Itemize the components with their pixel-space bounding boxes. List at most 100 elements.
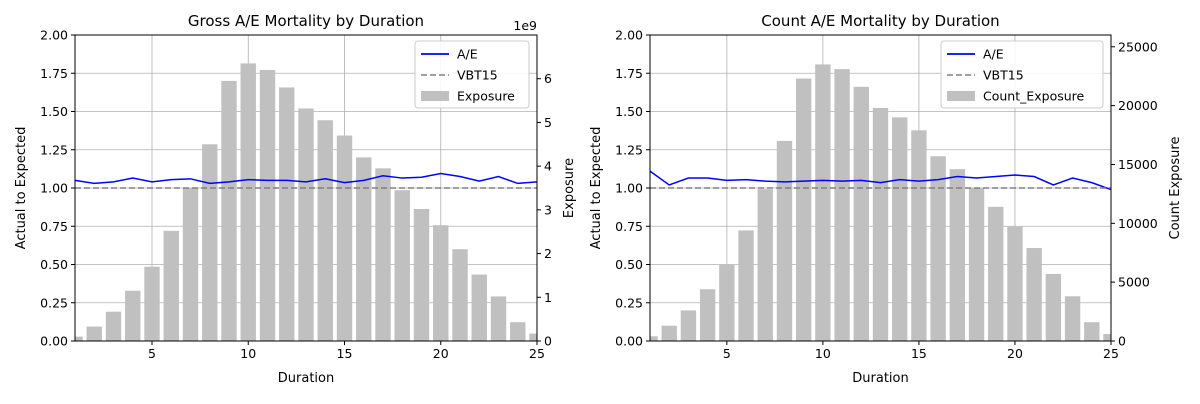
exposure-bar <box>892 117 908 341</box>
exposure-bar <box>221 80 237 342</box>
exposure-bar <box>911 130 927 341</box>
y-axis-label: Actual to Expected <box>14 127 29 250</box>
y-tick-label: 1.50 <box>615 104 643 119</box>
exposure-bar <box>650 336 658 341</box>
exposure-bar <box>968 188 985 341</box>
exposure-bar <box>661 325 677 341</box>
exposure-bar <box>105 311 122 341</box>
exposure-bar <box>279 87 295 341</box>
x-tick-label: 5 <box>148 346 156 361</box>
exposure-bar <box>680 310 697 341</box>
chart-panel-2: 5 10 15 20 25 0.00 0.25 0.50 0.75 1.00 1.25 1.50 1.7… <box>589 12 1183 386</box>
exposure-bar <box>719 264 735 341</box>
exposure-bar <box>144 266 160 341</box>
y2-tick-label: 20000 <box>1118 98 1158 113</box>
y-tick-label: 0.75 <box>615 219 643 234</box>
y2-tick-label: 4 <box>544 159 552 174</box>
y2-axis-label: Exposure <box>562 158 577 218</box>
exposure-bar <box>356 157 372 341</box>
exposure-bar <box>1064 296 1081 341</box>
exposure-bar <box>413 208 430 341</box>
exposure-bar <box>75 336 83 341</box>
exposure-bar <box>930 156 946 341</box>
y-tick-label: 1.25 <box>615 142 643 157</box>
legend-box <box>940 40 1104 109</box>
y2-tick-label: 10000 <box>1118 216 1158 231</box>
legend-swatch <box>421 91 449 101</box>
exposure-bar <box>471 274 487 341</box>
exposure-bar <box>872 107 889 341</box>
exposure-bar <box>240 63 256 342</box>
x-tick-label: 10 <box>815 346 831 361</box>
y-tick-label: 1.00 <box>40 181 68 196</box>
x-tick-label: 20 <box>433 346 449 361</box>
exposure-bar <box>757 189 773 341</box>
exposure-bar <box>452 249 468 341</box>
y-tick-label: 2.00 <box>615 28 643 43</box>
exposure-bar <box>394 190 410 341</box>
exposure-bar <box>1026 248 1042 341</box>
exposure-bar <box>336 135 353 341</box>
y2-tick-label: 1 <box>544 290 552 305</box>
y2-tick-label: 15000 <box>1118 157 1158 172</box>
chart-panel-1: 5 10 15 20 250.000.250.500.751.001.251.501.7… <box>14 12 577 386</box>
exposure-bar <box>317 120 333 341</box>
y-tick-label: 1.25 <box>40 142 68 157</box>
legend-label: A/E <box>983 47 1004 62</box>
x-tick-label: 20 <box>1007 346 1023 361</box>
y-tick-label: 1.75 <box>40 66 68 81</box>
legend-label: VBT15 <box>983 68 1024 83</box>
y2-offset-text: 1e9 <box>513 18 537 33</box>
x-tick-label: 10 <box>240 346 256 361</box>
exposure-bar <box>834 69 850 341</box>
exposure-bar <box>375 168 391 341</box>
y2-tick-label: 5 <box>544 115 552 130</box>
exposure-bar <box>433 225 449 341</box>
y-tick-label: 1.00 <box>615 181 643 196</box>
exposure-bar <box>738 230 754 341</box>
x-tick-label: 15 <box>337 346 353 361</box>
x-tick-label: 5 <box>723 346 731 361</box>
exposure-bar <box>202 144 218 341</box>
exposure-bar <box>795 78 812 342</box>
x-axis-label: Duration <box>852 371 908 386</box>
y2-axis-label: Count Exposure <box>1168 137 1183 240</box>
exposure-bar <box>1045 273 1062 341</box>
exposure-bar <box>298 108 314 341</box>
y-tick-label: 0.25 <box>40 295 68 310</box>
exposure-bar <box>815 64 831 341</box>
exposure-bar <box>125 290 141 341</box>
y2-tick-label: 0 <box>544 334 552 349</box>
ae-line <box>649 170 1112 191</box>
legend: A/E VBT15 Count_Exposure <box>940 40 1104 109</box>
exposure-bar <box>988 206 1004 341</box>
legend-label: A/E <box>457 47 478 62</box>
y2-tick-label: 6 <box>544 71 552 86</box>
legend-label: VBT15 <box>457 68 498 83</box>
exposure-bar <box>259 69 276 341</box>
exposure-bar <box>1103 333 1111 341</box>
legend: A/E VBT15 Exposure <box>414 40 530 109</box>
y-tick-label: 0.75 <box>40 219 68 234</box>
y-tick-label: 2.00 <box>40 28 68 43</box>
x-axis-label: Duration <box>278 371 334 386</box>
y-tick-label: 0.50 <box>615 257 643 272</box>
exposure-bar <box>1084 322 1100 341</box>
y-tick-label: 1.50 <box>40 104 68 119</box>
exposure-bar <box>776 140 793 341</box>
y-tick-label: 0.50 <box>40 257 68 272</box>
y2-tick-label: 0 <box>1118 334 1126 349</box>
legend-swatch <box>947 91 975 101</box>
exposure-bar <box>86 326 102 341</box>
ae-line <box>74 172 538 185</box>
legend-label: Exposure <box>457 89 515 104</box>
y-tick-label: 0.00 <box>615 334 643 349</box>
chart-title: Count A/E Mortality by Duration <box>761 12 999 30</box>
exposure-bar <box>699 289 716 341</box>
exposure-bar <box>529 333 537 341</box>
x-tick-label: 25 <box>1103 346 1119 361</box>
exposure-bar <box>853 86 869 342</box>
x-tick-label: 15 <box>911 346 927 361</box>
y-tick-label: 1.75 <box>615 66 643 81</box>
